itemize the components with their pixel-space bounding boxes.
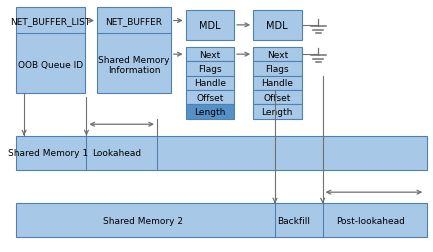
Bar <box>253 91 301 105</box>
Text: MDL: MDL <box>266 21 288 31</box>
Bar <box>16 204 427 238</box>
Bar <box>253 76 301 91</box>
Text: Length: Length <box>262 108 293 117</box>
Bar <box>16 136 427 170</box>
Text: Next: Next <box>199 50 220 59</box>
Bar <box>186 11 234 41</box>
Bar <box>186 62 234 76</box>
Text: NET_BUFFER: NET_BUFFER <box>105 17 162 26</box>
Text: Shared Memory 2: Shared Memory 2 <box>103 216 183 225</box>
Bar <box>186 76 234 91</box>
Bar <box>186 105 234 119</box>
Bar <box>253 48 301 62</box>
Text: Offset: Offset <box>264 93 291 102</box>
Text: Flags: Flags <box>265 65 289 74</box>
Bar <box>186 48 234 62</box>
Text: Length: Length <box>194 108 226 117</box>
Text: Lookahead: Lookahead <box>92 148 141 158</box>
Bar <box>16 8 85 93</box>
Text: Handle: Handle <box>194 79 226 88</box>
Text: Shared Memory 1: Shared Memory 1 <box>9 148 89 158</box>
Text: OOB Queue ID: OOB Queue ID <box>18 61 83 70</box>
Text: Flags: Flags <box>198 65 222 74</box>
Text: Backfill: Backfill <box>277 216 310 225</box>
Bar <box>253 11 301 41</box>
Text: Post-lookahead: Post-lookahead <box>336 216 405 225</box>
Bar <box>186 91 234 105</box>
Bar <box>97 8 171 93</box>
Text: Offset: Offset <box>196 93 223 102</box>
Text: Shared Memory
Information: Shared Memory Information <box>98 56 170 75</box>
Text: Handle: Handle <box>261 79 293 88</box>
Text: MDL: MDL <box>199 21 221 31</box>
Bar <box>253 62 301 76</box>
Text: NET_BUFFER_LIST: NET_BUFFER_LIST <box>10 17 90 26</box>
Bar <box>253 105 301 119</box>
Text: Next: Next <box>267 50 288 59</box>
